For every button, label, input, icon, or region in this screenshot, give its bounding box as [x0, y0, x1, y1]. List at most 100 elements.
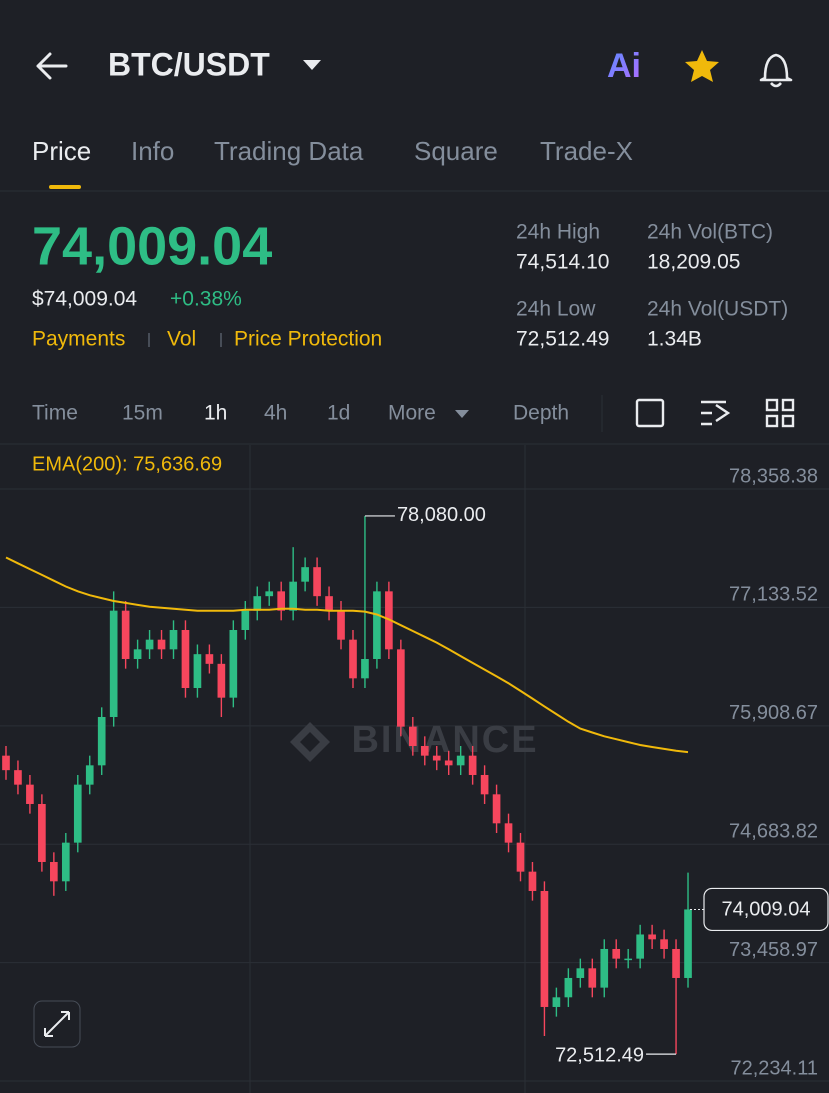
- tag[interactable]: Payments: [32, 328, 125, 351]
- interval[interactable]: Time: [32, 402, 78, 425]
- candle-body: [50, 861, 58, 882]
- candle-body: [205, 654, 214, 664]
- price-chart: 78,358.38 77,133.52 75,908.67 74,683.82 73,4…: [0, 465, 829, 1082]
- tool-button[interactable]: [701, 400, 726, 426]
- watermark: BINANCE: [351, 719, 538, 761]
- candle-body: [109, 610, 118, 717]
- candle-body: [528, 871, 537, 891]
- tool-button[interactable]: [715, 404, 731, 422]
- interval[interactable]: More: [388, 402, 436, 425]
- tool-button[interactable]: [781, 398, 795, 412]
- candle-body: [253, 596, 262, 611]
- favorite-button[interactable]: [685, 50, 719, 82]
- stat-label: 24h Vol(BTC): [647, 221, 773, 244]
- y-tick-label: 73,458.97: [729, 939, 818, 961]
- stat-label: 24h Low: [516, 298, 596, 321]
- candle-body: [588, 968, 597, 988]
- candle-body: [672, 948, 680, 978]
- candle-body: [361, 659, 369, 679]
- separator: [220, 333, 222, 347]
- tab[interactable]: Trade-X: [540, 136, 633, 166]
- interval[interactable]: 4h: [264, 402, 287, 425]
- candle-body: [408, 726, 417, 746]
- candle-body: [277, 591, 286, 611]
- stat-value: 1.34B: [647, 328, 702, 351]
- ema-line: [5, 556, 689, 754]
- candle-body: [660, 939, 668, 949]
- candle-body: [564, 977, 573, 998]
- y-tick-label: 74,683.82: [729, 820, 818, 842]
- candle-body: [61, 842, 70, 882]
- candle-body: [14, 770, 22, 785]
- candle-body: [145, 639, 154, 650]
- candle-body: [373, 591, 381, 660]
- tab[interactable]: Trading Data: [214, 136, 364, 166]
- candle-body: [217, 663, 226, 698]
- candle-body: [624, 958, 633, 961]
- chart-tools: [635, 398, 795, 428]
- candle-body: [301, 567, 309, 582]
- tool-button[interactable]: [635, 398, 665, 428]
- fullscreen-icon: [44, 1011, 70, 1037]
- y-tick-label: 77,133.52: [729, 584, 818, 606]
- stat-value: 18,209.05: [647, 251, 740, 274]
- candle-body: [432, 755, 441, 761]
- tag[interactable]: Vol: [167, 328, 196, 351]
- tab-indicator: [49, 185, 81, 189]
- candle-body: [157, 639, 166, 650]
- candle-body: [420, 745, 429, 756]
- candle-body: [600, 948, 609, 988]
- candle-body: [576, 968, 585, 978]
- stat-value: 74,514.10: [516, 251, 609, 274]
- more-dropdown[interactable]: [455, 410, 469, 418]
- tab[interactable]: Price: [32, 136, 91, 166]
- alert-button[interactable]: [759, 53, 793, 88]
- candle-body: [26, 784, 34, 804]
- ai-button[interactable]: Ai: [607, 47, 641, 85]
- tab-bar: Price Info Trading Data Square Trade-X: [32, 136, 633, 166]
- last-price: 74,009.04: [32, 216, 272, 276]
- max-label: 78,080.00: [397, 504, 486, 526]
- stat-label: 24h High: [516, 221, 600, 244]
- back-button[interactable]: [36, 52, 68, 80]
- last-price-label: 74,009.04: [722, 899, 811, 921]
- candle-body: [516, 842, 525, 872]
- tag[interactable]: Price Protection: [234, 328, 382, 351]
- price-change: +0.38%: [170, 288, 242, 311]
- candle-body: [480, 774, 489, 795]
- candle-body: [229, 630, 238, 698]
- price-usd: $74,009.04: [32, 288, 137, 311]
- ema-label: EMA(200): 75,636.69: [32, 453, 222, 475]
- tab[interactable]: Square: [414, 136, 498, 166]
- interval[interactable]: Depth: [513, 402, 569, 425]
- candle-body: [684, 909, 692, 978]
- candle-body: [265, 591, 274, 597]
- tab[interactable]: Info: [131, 136, 174, 166]
- pair-title[interactable]: BTC/USDT: [108, 46, 270, 82]
- candle-body: [468, 755, 477, 775]
- y-tick-label: 78,358.38: [729, 465, 818, 487]
- candle-body: [540, 890, 549, 1007]
- tool-button[interactable]: [781, 414, 795, 428]
- candle-body: [2, 755, 10, 771]
- candle-body: [552, 997, 561, 1007]
- pair-dropdown[interactable]: [303, 60, 321, 70]
- candle-body: [325, 596, 333, 611]
- interval[interactable]: 1d: [327, 402, 350, 425]
- interval[interactable]: 15m: [122, 402, 163, 425]
- candle-body: [492, 794, 501, 824]
- candle-body: [289, 581, 297, 611]
- y-tick-label: 72,234.11: [731, 1057, 819, 1079]
- candle-body: [612, 948, 621, 959]
- min-label: 72,512.49: [555, 1044, 644, 1066]
- candle-body: [241, 610, 250, 631]
- candle-body: [337, 610, 345, 640]
- tool-button[interactable]: [765, 414, 779, 428]
- candle-body: [85, 765, 94, 785]
- candle-body: [456, 755, 465, 766]
- stat-value: 72,512.49: [516, 328, 609, 351]
- interval[interactable]: 1h: [204, 402, 227, 425]
- stat-label: 24h Vol(USDT): [647, 298, 788, 321]
- candle-body: [313, 567, 321, 597]
- tool-button[interactable]: [765, 398, 779, 412]
